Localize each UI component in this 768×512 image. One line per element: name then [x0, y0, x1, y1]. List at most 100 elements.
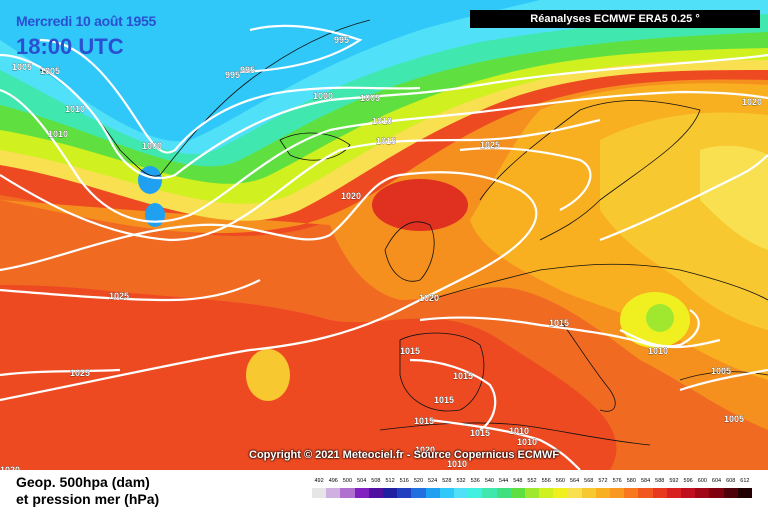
europe-coast — [429, 263, 768, 301]
scale-swatch — [539, 488, 554, 498]
scale-tick-label: 556 — [541, 478, 551, 484]
legend-title-pressure: et pression mer (hPa) — [16, 491, 160, 507]
cell-yellow-iberia — [246, 349, 290, 401]
cell-blue-greenland-2 — [145, 203, 165, 227]
isobar-label: 1010 — [447, 459, 467, 469]
isobar-1005 — [0, 53, 768, 180]
scale-swatch — [695, 488, 710, 498]
scale-swatch — [638, 488, 654, 498]
legend-title-geop: Geop. 500hpa (dam) — [16, 474, 150, 490]
scale-swatch — [368, 488, 384, 498]
isobar-label: 995 — [225, 70, 240, 80]
scale-tick-label: 564 — [569, 478, 580, 484]
scale-swatch — [581, 488, 597, 498]
isobar-label: 1010 — [517, 437, 537, 447]
scale-swatch — [610, 488, 625, 498]
scale-swatch — [652, 488, 668, 498]
scale-swatch — [482, 488, 497, 498]
scale-swatch — [666, 488, 682, 498]
scale-swatch — [681, 488, 696, 498]
isobar-label: 1005 — [360, 93, 380, 103]
isobar-1015-iberia — [409, 358, 497, 431]
isobar-label: 1015 — [549, 318, 569, 328]
isobar-1015 — [0, 118, 601, 242]
map-time: 18:00 UTC — [16, 34, 124, 59]
isobar-labels: 995 1005 1005 1010 1010 1000 995 995 100… — [0, 35, 762, 470]
scale-swatch — [496, 488, 512, 498]
isobar-1025-north — [459, 146, 592, 211]
isobar-1010 — [0, 88, 768, 223]
scale-tick-label: 560 — [555, 478, 565, 484]
scale-tick-label: 596 — [683, 478, 693, 484]
scale-tick-label: 576 — [612, 478, 622, 484]
isobar-label: 1010 — [648, 346, 668, 356]
isobar-1015-med — [419, 316, 721, 349]
isobar-1000 — [39, 38, 421, 154]
isobar-label: 1010 — [372, 116, 392, 126]
isobar-label: 1025 — [70, 368, 90, 378]
scale-swatch — [553, 488, 568, 498]
scandinavia-coast — [479, 100, 701, 241]
source-banner: Réanalyses ECMWF ERA5 0.25 ° — [470, 10, 760, 28]
scale-swatch — [354, 488, 370, 498]
scale-swatch — [340, 488, 356, 498]
geopotential-map: 995 1005 1005 1010 1010 1000 995 995 100… — [0, 0, 768, 470]
map-date: Mercredi 10 août 1955 — [16, 13, 156, 29]
scale-tick-label: 496 — [328, 478, 338, 484]
isobar-label: 995 — [240, 65, 255, 75]
scale-tick-label: 528 — [442, 478, 452, 484]
scale-tick-label: 588 — [655, 478, 665, 484]
isobar-label: 1005 — [40, 66, 60, 76]
isobar-1025-west — [0, 368, 121, 377]
scale-swatch — [723, 488, 739, 498]
cell-blue-greenland — [138, 166, 162, 194]
copyright-credit: Copyright © 2021 Meteociel.fr - Source C… — [249, 449, 560, 461]
scale-tick-label: 516 — [399, 478, 409, 484]
scale-tick-label: 524 — [428, 478, 438, 484]
scale-tick-label: 604 — [711, 478, 722, 484]
isobar-label: 995 — [334, 35, 349, 45]
scale-tick-label: 612 — [740, 478, 750, 484]
scale-tick-label: 532 — [456, 478, 466, 484]
scale-swatch — [567, 488, 583, 498]
iceland-coast — [279, 132, 351, 161]
isobar-1005-turkey — [679, 368, 768, 392]
scale-swatch — [411, 488, 427, 498]
isobar-label: 1015 — [453, 371, 473, 381]
isobar-1020-east — [599, 154, 768, 242]
isobar-label: 1005 — [724, 414, 744, 424]
scale-tick-label: 500 — [342, 478, 353, 484]
isobar-label: 1010 — [509, 426, 529, 436]
isobar-label: 1015 — [434, 395, 454, 405]
iberia-coast — [399, 332, 485, 412]
cell-green-balkan — [646, 304, 674, 332]
isobar-label: 1020 — [0, 465, 20, 470]
isobar-1010-africa — [429, 418, 581, 470]
scale-swatch — [468, 488, 483, 498]
isobar-label: 1000 — [313, 91, 333, 101]
scale-tick-label: 520 — [413, 478, 424, 484]
scale-tick-label: 608 — [726, 478, 736, 484]
scale-swatch — [453, 488, 469, 498]
color-scale: 492 496 500 504 508 512 516 520 524 528 532 536 540 5… — [312, 478, 753, 504]
turkey-coast — [679, 371, 768, 381]
isobar-label: 1020 — [415, 445, 435, 455]
scale-tick-label: 552 — [527, 478, 537, 484]
scale-tick-label: 544 — [499, 478, 509, 484]
scale-tick-label: 492 — [314, 478, 324, 484]
scale-swatch — [312, 488, 327, 498]
isobar-995 — [239, 24, 363, 74]
coastlines — [39, 19, 768, 446]
scale-swatch — [510, 488, 526, 498]
isobar-label: 1005 — [12, 62, 32, 72]
scale-tick-label: 548 — [513, 478, 523, 484]
scale-tick-label: 540 — [484, 478, 494, 484]
isobar-label: 1020 — [742, 97, 762, 107]
scale-tick-label: 536 — [470, 478, 480, 484]
scale-tick-label: 584 — [640, 478, 651, 484]
scale-tick-label: 504 — [357, 478, 367, 484]
isobar-label: 1005 — [711, 366, 731, 376]
cell-red-atlantic — [372, 179, 468, 231]
scale-tick-label: 592 — [669, 478, 679, 484]
